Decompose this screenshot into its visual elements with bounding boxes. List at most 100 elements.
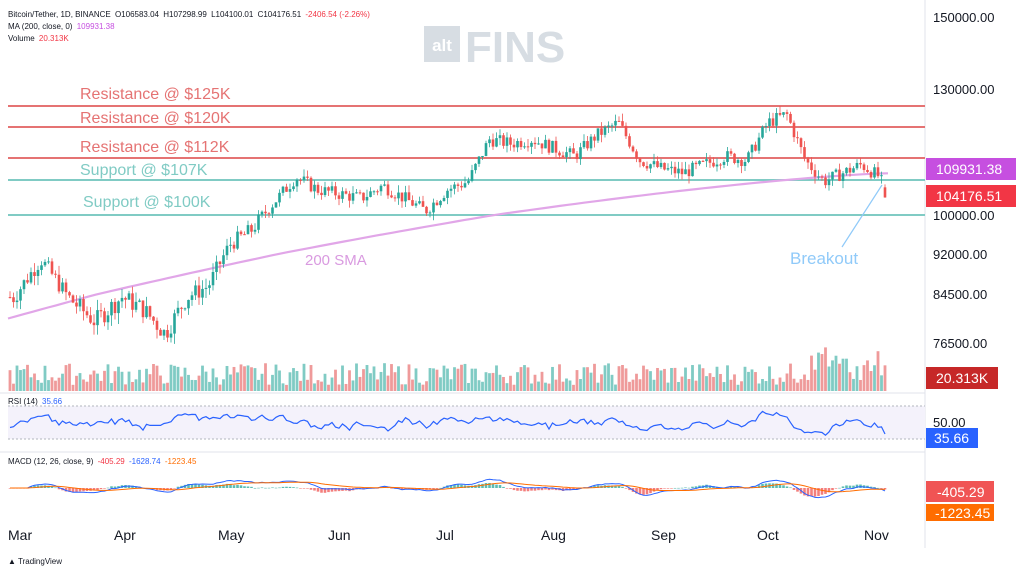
- candle-body: [232, 244, 236, 249]
- macd-histogram-bar: [848, 485, 852, 488]
- macd-histogram-bar: [106, 487, 110, 489]
- candle-body: [589, 136, 593, 149]
- macd-histogram-bar: [519, 488, 523, 491]
- candle-body: [183, 308, 187, 310]
- candle-body: [526, 146, 530, 148]
- macd-histogram-bar: [488, 482, 491, 488]
- volume-bar: [537, 381, 540, 391]
- volume-bar: [775, 384, 778, 391]
- candle-body: [607, 125, 610, 127]
- candle-body: [820, 176, 824, 178]
- macd-signal-badge-text: -1223.45: [935, 505, 990, 521]
- candle-body: [862, 164, 866, 170]
- volume-bar: [495, 365, 498, 391]
- macd-histogram-bar: [572, 488, 575, 490]
- candle-body: [880, 175, 883, 177]
- macd-histogram-bar: [680, 487, 684, 489]
- candle-body: [50, 261, 54, 274]
- candle-body: [502, 135, 505, 146]
- macd-histogram-bar: [796, 488, 799, 492]
- volume-bar: [204, 371, 208, 391]
- candle-body: [519, 141, 523, 148]
- candle-body: [838, 169, 841, 181]
- sma-200-line: [7, 172, 889, 320]
- candle-body: [729, 151, 733, 154]
- volume-bar: [778, 377, 782, 391]
- candle-body: [624, 125, 628, 137]
- candle-body: [341, 191, 344, 199]
- candle-body: [530, 142, 533, 147]
- macd-histogram-bar: [439, 487, 442, 489]
- volume-bar: [582, 367, 586, 391]
- macd-histogram-bar: [68, 488, 71, 492]
- volume-bar: [404, 384, 407, 391]
- volume-bar: [659, 370, 663, 391]
- candle-body: [288, 189, 292, 192]
- macd-histogram-bar: [852, 485, 855, 488]
- volume-bar: [334, 369, 337, 391]
- macd-histogram-bar: [278, 487, 281, 489]
- candle-body: [642, 162, 645, 167]
- candle-body: [673, 166, 677, 174]
- volume-bar: [726, 365, 729, 391]
- candle-body: [600, 128, 603, 135]
- macd-histogram-bar: [197, 484, 201, 488]
- candle-body: [855, 162, 859, 169]
- last-price-badge-text: 104176.51: [936, 188, 1002, 204]
- macd-histogram-bar: [638, 488, 642, 495]
- candle-body: [260, 211, 264, 215]
- volume-bar: [561, 381, 565, 391]
- macd-histogram-bar: [306, 488, 309, 489]
- volume-bar: [82, 379, 85, 391]
- price-axis-84500: 84500.00: [933, 287, 987, 302]
- candle-body: [376, 191, 379, 193]
- candle-body: [617, 120, 621, 122]
- macd-histogram-bar: [225, 483, 229, 488]
- volume-bar: [642, 365, 645, 391]
- volume-bar: [544, 382, 547, 391]
- candle-body: [509, 137, 512, 145]
- macd-histogram-bar: [694, 486, 698, 488]
- macd-histogram-bar: [813, 488, 817, 497]
- macd-histogram-bar: [302, 488, 306, 489]
- volume-bar: [803, 374, 806, 391]
- macd-histogram-bar: [764, 483, 768, 488]
- volume-bar: [260, 373, 264, 391]
- macd-histogram-bar: [666, 488, 670, 489]
- volume-bar: [768, 366, 771, 391]
- volume-bar: [446, 368, 449, 391]
- macd-histogram-bar: [453, 484, 456, 488]
- macd-histogram-bar: [400, 488, 404, 490]
- macd-histogram-bar: [96, 488, 99, 490]
- volume-bar: [306, 379, 309, 391]
- volume-bar: [428, 368, 432, 391]
- support-107k-label: Support @ $107K: [80, 162, 208, 179]
- macd-histogram-bar: [218, 484, 222, 488]
- volume-bar: [309, 365, 313, 391]
- candle-body: [278, 192, 281, 203]
- volume-bar: [463, 363, 467, 391]
- candle-body: [225, 245, 229, 256]
- macd-histogram-bar: [64, 488, 68, 492]
- macd-histogram-bar: [481, 483, 484, 488]
- volume-bar: [817, 352, 820, 391]
- volume-bar: [568, 380, 572, 391]
- candle-body: [579, 147, 582, 160]
- volume-bar: [834, 355, 838, 391]
- volume-bar: [187, 374, 190, 391]
- volume-bar: [852, 378, 855, 391]
- volume-bar: [614, 384, 617, 391]
- volume-bar: [477, 380, 481, 391]
- volume-bar: [386, 375, 390, 391]
- volume-bar: [736, 384, 740, 391]
- candle-body: [103, 311, 106, 323]
- volume-bar: [190, 379, 194, 391]
- macd-histogram-bar: [50, 486, 54, 488]
- volume-bar: [491, 372, 495, 391]
- volume-bar: [355, 363, 358, 391]
- candle-body: [309, 177, 313, 192]
- candle-body: [190, 295, 194, 300]
- candle-body: [327, 187, 330, 191]
- macd-histogram-bar: [435, 488, 439, 489]
- volume-bar: [540, 371, 544, 391]
